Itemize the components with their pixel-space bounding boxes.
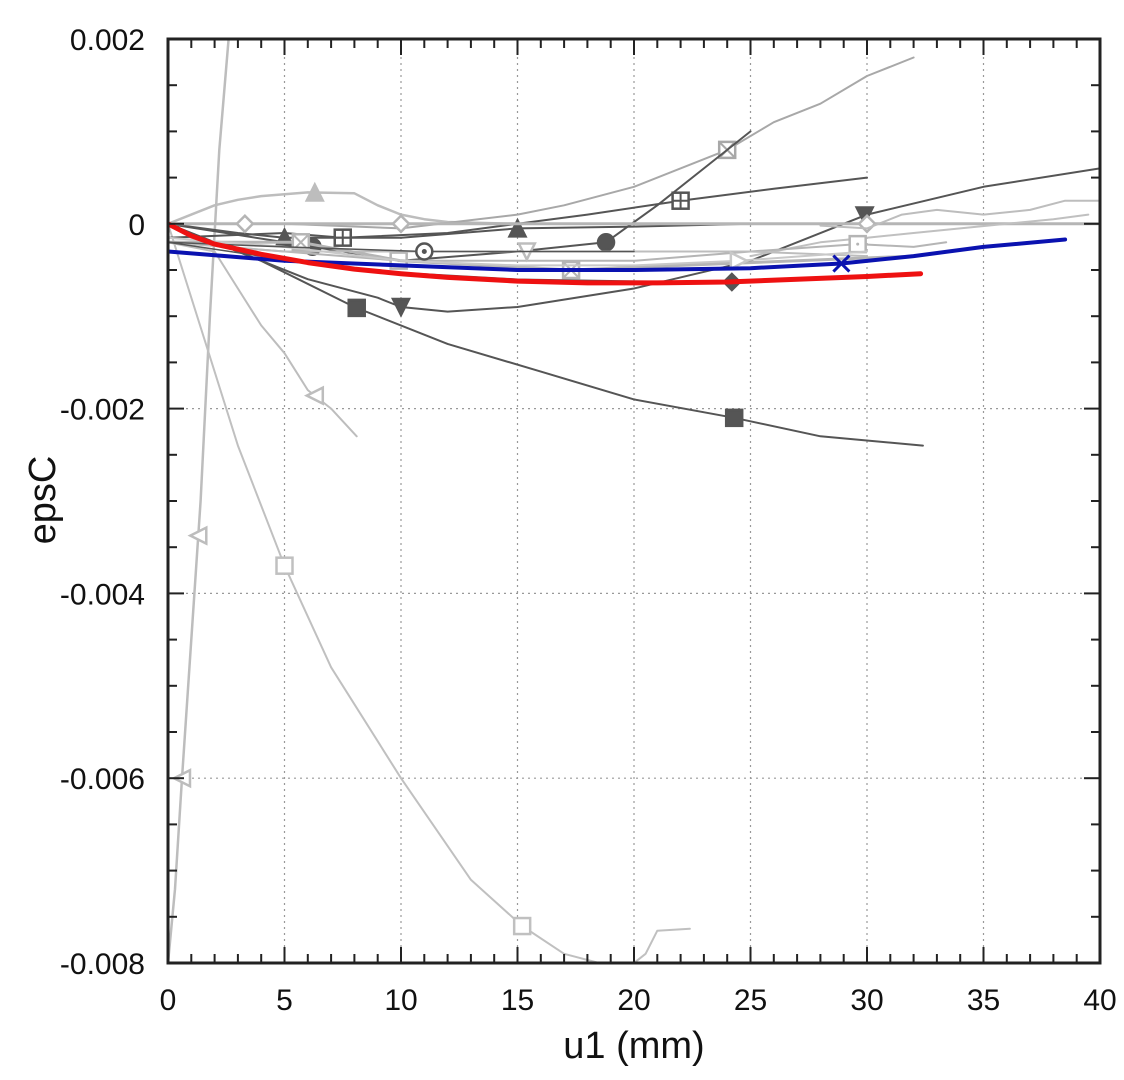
series-light-rising-noisy xyxy=(283,56,915,230)
series-light-square-down xyxy=(168,222,600,963)
y-axis-title: epsC xyxy=(22,456,64,545)
x-tick-label: 35 xyxy=(967,984,1000,1017)
series-light-tail xyxy=(633,927,691,963)
series-dark-circle-dot xyxy=(168,241,635,261)
series-red xyxy=(168,221,924,286)
x-axis-title: u1 (mm) xyxy=(563,1025,704,1067)
x-tick-label: 30 xyxy=(850,984,883,1017)
y-tick-label: 0 xyxy=(128,209,145,242)
x-tick-label: 40 xyxy=(1083,984,1116,1017)
series-line xyxy=(168,222,752,239)
data-point-marker xyxy=(421,249,427,255)
x-tick-labels: 0 5 10 15 20 25 30 35 40 xyxy=(160,984,1117,1017)
series-line xyxy=(749,213,1090,258)
data-point-marker xyxy=(304,181,325,202)
data-point-marker xyxy=(854,206,875,227)
data-point-marker xyxy=(507,217,528,238)
data-point-marker xyxy=(856,242,860,246)
y-tick-label: 0.002 xyxy=(70,24,145,57)
series-dark-triangle-down xyxy=(168,167,1100,318)
series-line xyxy=(168,237,1068,272)
y-tick-label: -0.008 xyxy=(60,948,145,981)
series-line xyxy=(633,927,691,963)
data-point-marker xyxy=(275,556,294,575)
series-dark-square-down xyxy=(168,222,924,447)
series-line xyxy=(168,222,600,963)
data-point-marker xyxy=(390,297,412,318)
series-light-right-noisy xyxy=(749,213,1090,258)
grid-lines xyxy=(168,39,1100,963)
series-line xyxy=(168,241,358,438)
data-point-marker xyxy=(391,214,411,234)
series-light-right-wave xyxy=(819,199,1100,230)
y-tick-label: -0.006 xyxy=(60,763,145,796)
data-point-marker xyxy=(303,385,325,406)
series-line xyxy=(819,199,1100,230)
series-layer xyxy=(168,39,1100,963)
x-tick-label: 25 xyxy=(734,984,767,1017)
data-point-marker xyxy=(347,298,366,318)
series-line xyxy=(168,241,948,262)
series-line xyxy=(283,56,915,230)
data-point-marker xyxy=(187,525,208,546)
series-line xyxy=(168,167,1100,313)
x-tick-label: 10 xyxy=(384,984,417,1017)
series-line xyxy=(168,39,230,963)
series-line xyxy=(168,221,924,286)
x-tick-label: 15 xyxy=(501,984,534,1017)
data-point-marker xyxy=(596,233,616,252)
data-point-marker xyxy=(235,214,255,234)
axis-ticks xyxy=(167,38,1101,964)
x-tick-label: 0 xyxy=(160,984,177,1017)
series-line xyxy=(168,222,924,447)
y-tick-labels: 0.002 0 -0.002 -0.004 -0.006 -0.008 xyxy=(60,24,145,981)
x-tick-label: 5 xyxy=(276,984,293,1017)
x-tick-label: 20 xyxy=(617,984,650,1017)
data-point-marker xyxy=(512,916,532,936)
series-light-steep-triangle xyxy=(168,39,230,963)
data-point-marker xyxy=(729,250,750,271)
series-light-triangle-mid xyxy=(168,241,358,438)
y-tick-label: -0.002 xyxy=(60,394,145,427)
data-point-marker xyxy=(832,254,851,273)
series-blue xyxy=(168,237,1068,273)
data-point-marker xyxy=(724,408,744,428)
y-tick-label: -0.004 xyxy=(60,578,145,611)
